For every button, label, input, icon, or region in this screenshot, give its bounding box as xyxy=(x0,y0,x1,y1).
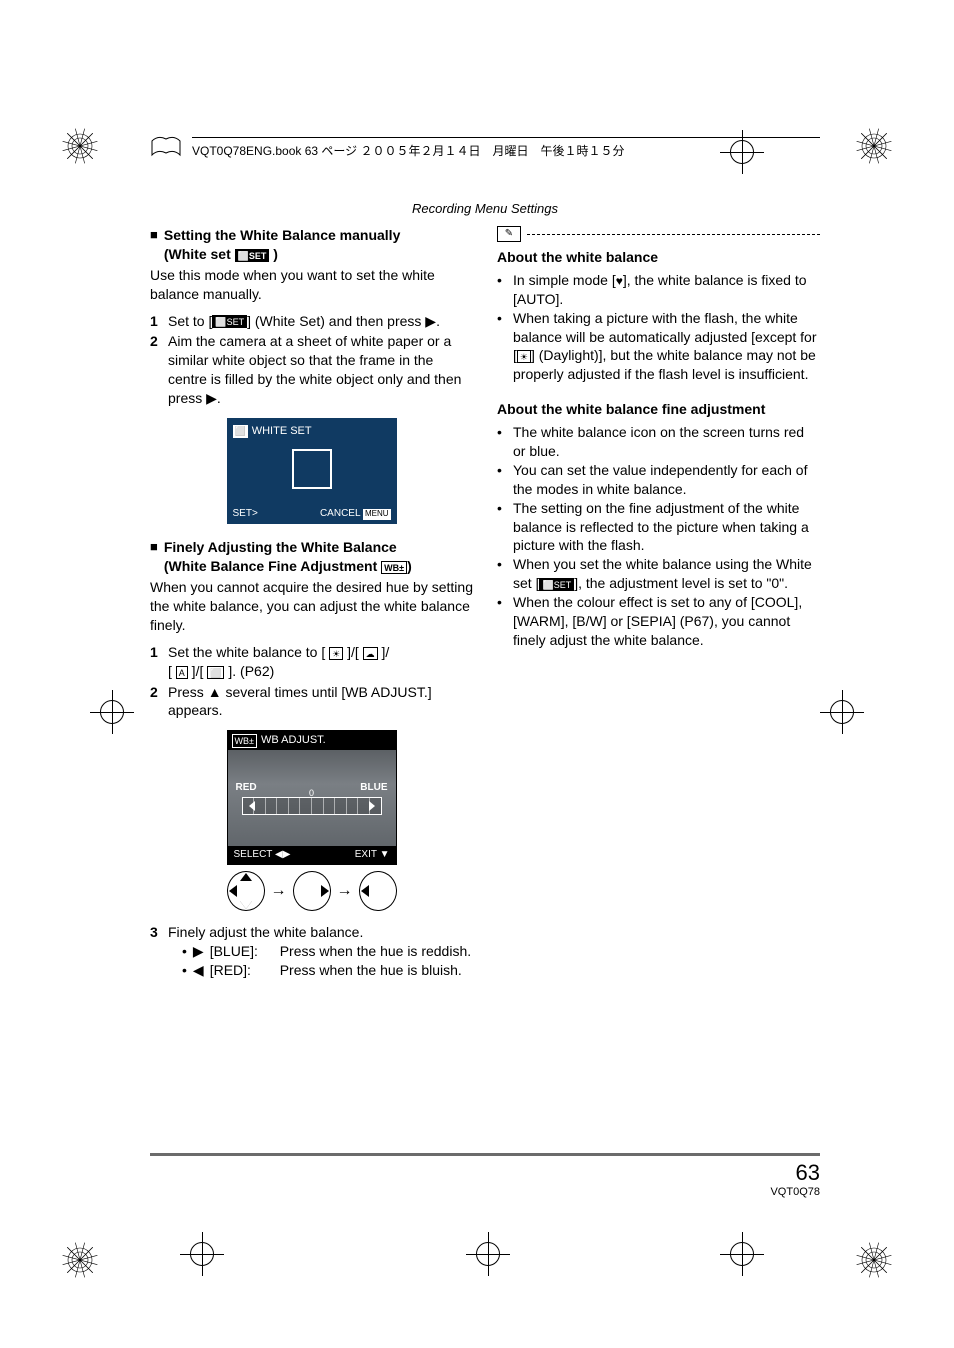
crosshair-icon xyxy=(90,690,134,734)
header-text: VQT0Q78ENG.book 63 ページ ２００５年２月１４日 月曜日 午後… xyxy=(192,137,820,159)
figure-whiteset: ⬜ WHITE SET SET> CANCEL MENU xyxy=(227,418,397,524)
reg-mark-icon xyxy=(62,1242,98,1278)
page-footer: 63 VQT0Q78 xyxy=(150,1153,820,1198)
wb-scale: 0 xyxy=(242,797,382,815)
dash-line xyxy=(527,234,820,235)
doc-code: VQT0Q78 xyxy=(150,1186,820,1198)
right-arrow-icon: → xyxy=(337,880,353,902)
right-arrow-icon: → xyxy=(271,880,287,902)
bullet-item: • In simple mode [♥], the white balance … xyxy=(497,271,820,309)
right-column: ✎ About the white balance • In simple mo… xyxy=(497,226,820,981)
crosshair-icon xyxy=(180,1232,224,1276)
heading-white-set: ■ Setting the White Balance manually (Wh… xyxy=(150,226,473,264)
step-2: 2 Aim the camera at a sheet of white pap… xyxy=(150,332,473,408)
two-column-body: ■ Setting the White Balance manually (Wh… xyxy=(150,226,820,981)
bulb-icon: A xyxy=(176,666,188,679)
book-header-line: VQT0Q78ENG.book 63 ページ ２００５年２月１４日 月曜日 午後… xyxy=(150,135,820,161)
step-num: 2 xyxy=(150,332,162,408)
down-arrow-icon: ▼ xyxy=(380,849,390,860)
reg-mark-icon xyxy=(62,128,98,164)
note-header: ✎ xyxy=(497,226,820,242)
preset-icon: ⬜ xyxy=(207,666,224,679)
about-wb-fine-heading: About the white balance fine adjustment xyxy=(497,400,820,419)
h1-line2-suffix: ) xyxy=(269,246,278,262)
reg-mark-icon xyxy=(856,128,892,164)
crosshair-icon xyxy=(720,1232,764,1276)
menu-tag-icon: MENU xyxy=(363,509,391,520)
step-1: 1 Set to [⬜SET] (White Set) and then pre… xyxy=(150,312,473,331)
fine-step-2: 2 Press ▲ several times until [WB ADJUST… xyxy=(150,683,473,721)
note-icon: ✎ xyxy=(497,226,521,242)
whiteset-icon: ⬜SET xyxy=(539,578,574,591)
fine-step-1: 1 Set the white balance to [ ☀ ]/[ ☁ ]/[… xyxy=(150,643,473,681)
sun-icon: ☀ xyxy=(517,350,531,363)
right-chevron-icon: > xyxy=(252,508,258,519)
reg-mark-icon xyxy=(856,1242,892,1278)
page-number: 63 xyxy=(150,1160,820,1186)
sun-icon: ☀ xyxy=(329,647,343,660)
whiteset-small-icon: ⬜ xyxy=(233,425,248,438)
fine-step-3: 3 Finely adjust the white balance. • ▶ [… xyxy=(150,923,473,980)
left-column: ■ Setting the White Balance manually (Wh… xyxy=(150,226,473,981)
h1-line1: Setting the White Balance manually xyxy=(164,227,401,243)
whiteset-icon: ⬜SET xyxy=(235,249,270,262)
crosshair-icon xyxy=(466,1232,510,1276)
wb-fine-icon: WB± xyxy=(232,734,257,748)
whiteset-icon: ⬜SET xyxy=(212,315,247,328)
bullet-item: •When the colour effect is set to any of… xyxy=(497,593,820,650)
left-arrow-icon: ◀ xyxy=(193,961,204,980)
right-arrow-icon: ▶ xyxy=(425,313,436,329)
heart-icon: ♥ xyxy=(616,274,623,288)
bullet-item: • When taking a picture with the flash, … xyxy=(497,309,820,385)
h1-line2-prefix: (White set xyxy=(164,246,235,262)
fig1-centerbox xyxy=(292,449,332,489)
bullet-item: •The setting on the fine adjustment of t… xyxy=(497,499,820,556)
dpad-diagram: → → xyxy=(227,871,397,911)
step-num: 1 xyxy=(150,312,162,331)
fig1-title: WHITE SET xyxy=(252,424,312,439)
about-wb-heading: About the white balance xyxy=(497,248,820,267)
square-bullet-icon: ■ xyxy=(150,538,158,556)
wb-fine-icon: WB± xyxy=(381,561,407,574)
heading-fine-adj: ■ Finely Adjusting the White Balance (Wh… xyxy=(150,538,473,576)
page-frame: VQT0Q78ENG.book 63 ページ ２００５年２月１４日 月曜日 午後… xyxy=(150,135,820,1165)
intro-text: Use this mode when you want to set the w… xyxy=(150,266,473,304)
bullet-item: • When you set the white balance using t… xyxy=(497,555,820,593)
square-bullet-icon: ■ xyxy=(150,226,158,244)
cloud-icon: ☁ xyxy=(363,647,378,660)
bullet-item: •The white balance icon on the screen tu… xyxy=(497,423,820,461)
book-icon xyxy=(150,135,182,161)
right-arrow-icon: ▶ xyxy=(193,942,204,961)
lr-arrow-icon: ◀▶ xyxy=(275,849,290,860)
crosshair-icon xyxy=(820,690,864,734)
figure-wbadjust: WB± WB ADJUST. RED BLUE 0 xyxy=(227,730,397,864)
intro2-text: When you cannot acquire the desired hue … xyxy=(150,578,473,635)
bullet-item: •You can set the value independently for… xyxy=(497,461,820,499)
section-title: Recording Menu Settings xyxy=(150,201,820,216)
right-arrow-icon: ▶ xyxy=(206,390,217,406)
up-arrow-icon: ▲ xyxy=(208,684,222,700)
